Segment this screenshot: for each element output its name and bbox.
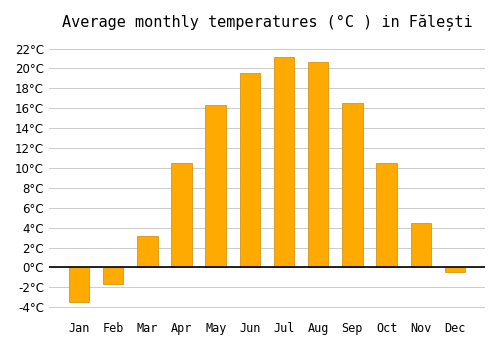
Title: Average monthly temperatures (°C ) in Fălești: Average monthly temperatures (°C ) in Fă… [62, 15, 472, 32]
Bar [240, 74, 260, 267]
Bar [376, 163, 397, 267]
Bar [103, 267, 124, 284]
Bar [274, 56, 294, 267]
Bar [410, 223, 431, 267]
Bar [69, 267, 89, 302]
Bar [137, 236, 158, 267]
Bar [444, 267, 465, 272]
Bar [342, 103, 362, 267]
Bar [172, 163, 192, 267]
Bar [308, 63, 328, 267]
Bar [206, 105, 226, 267]
